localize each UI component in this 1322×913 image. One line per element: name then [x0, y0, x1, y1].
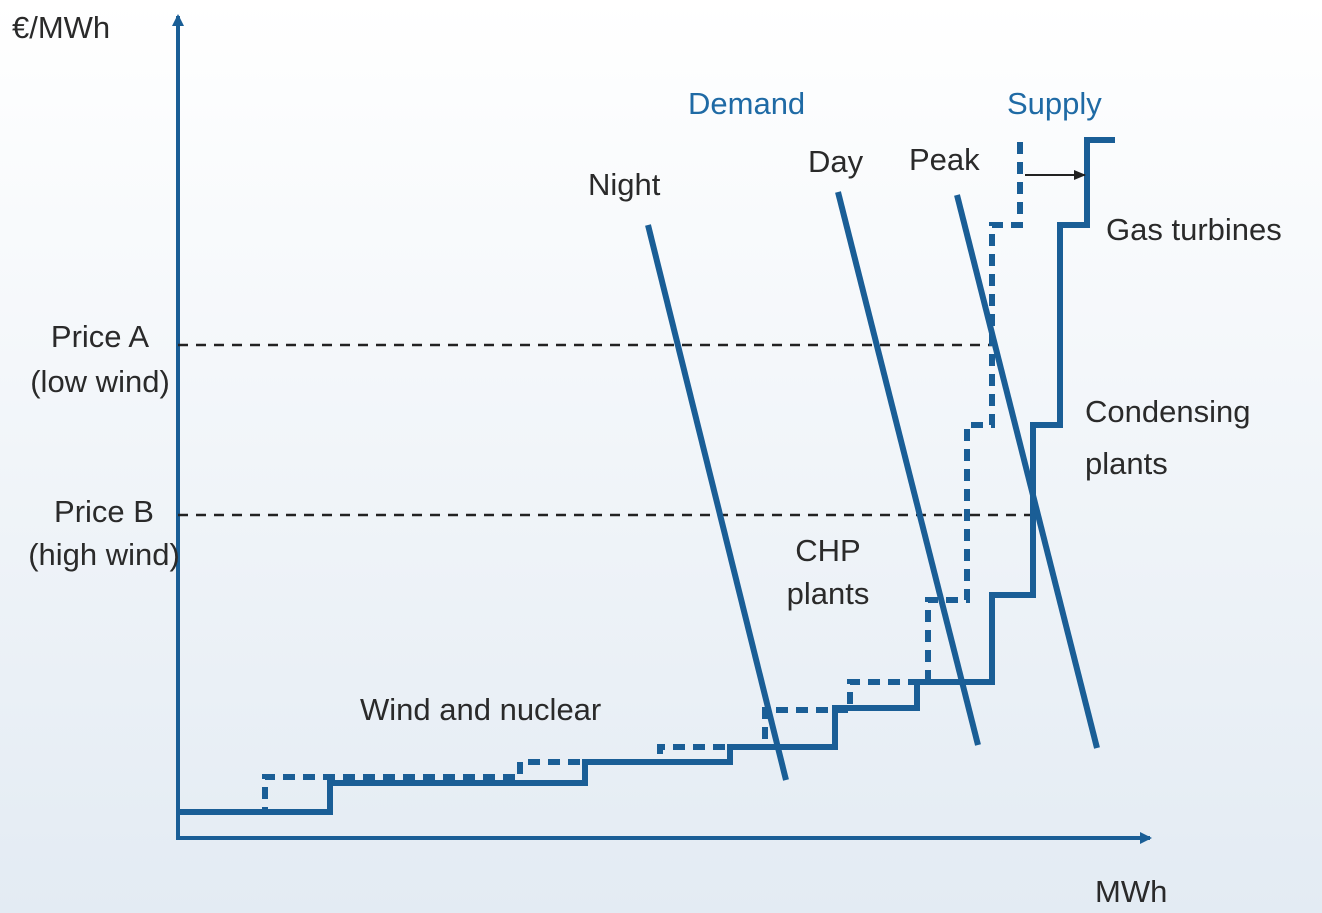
night-label: Night	[588, 167, 661, 202]
y-axis-label: €/MWh	[12, 10, 110, 45]
demand-day	[835, 191, 981, 746]
wind-nuclear-label: Wind and nuclear	[360, 692, 601, 727]
demand-night	[645, 224, 789, 781]
supply-curve-high-wind	[178, 137, 1115, 815]
gas-label: Gas turbines	[1106, 212, 1282, 247]
chp-label: CHP	[795, 533, 860, 568]
supply-header: Supply	[1007, 86, 1102, 121]
price-b-label: Price B	[54, 494, 154, 529]
chp-label: plants	[787, 576, 870, 611]
condensing-label: plants	[1085, 446, 1168, 481]
condensing-label: Condensing	[1085, 394, 1250, 429]
demand-header: Demand	[688, 86, 805, 121]
day-label: Day	[808, 144, 864, 179]
demand-peak	[954, 194, 1100, 749]
peak-label: Peak	[909, 142, 980, 177]
supply-curve-low-wind	[178, 140, 1023, 815]
price-b-note: (high wind)	[28, 537, 180, 572]
price-a-label: Price A	[51, 319, 150, 354]
x-axis-label: MWh	[1095, 874, 1167, 909]
price-a-note: (low wind)	[30, 364, 170, 399]
